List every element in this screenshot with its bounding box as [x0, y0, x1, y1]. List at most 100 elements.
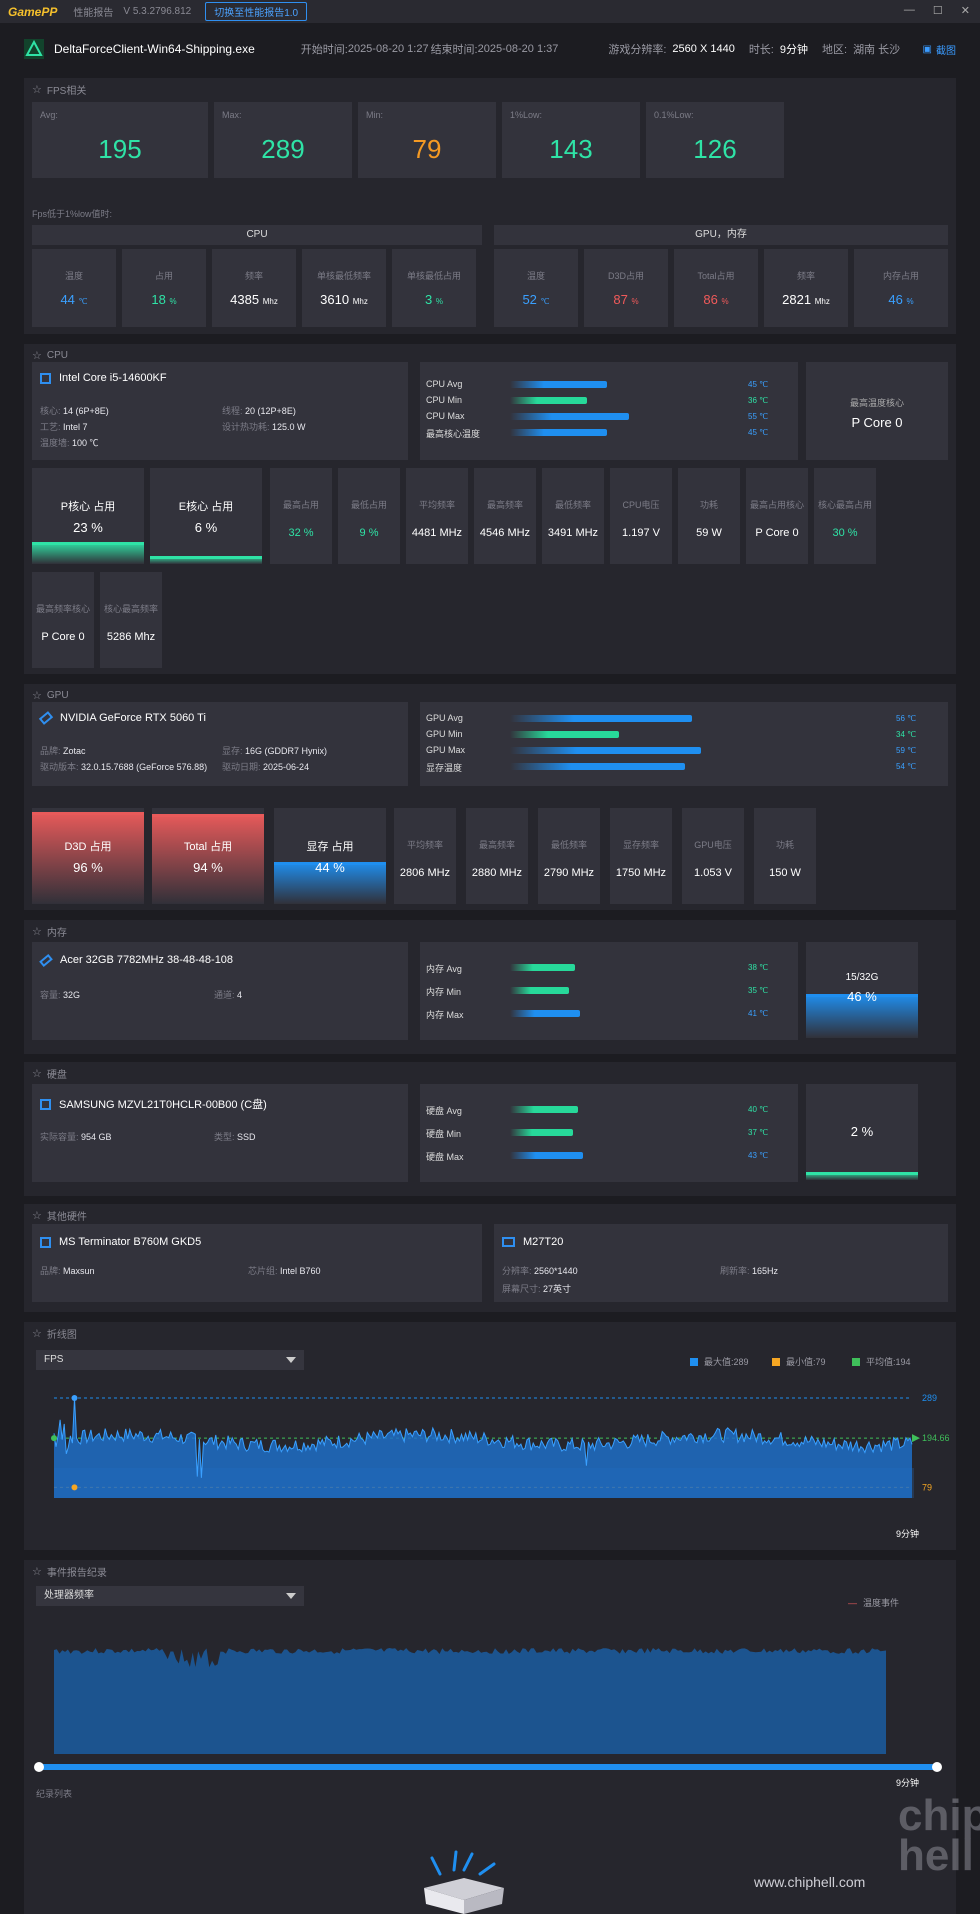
p-core-label: P核心 占用	[60, 501, 116, 513]
motherboard-icon	[40, 1236, 51, 1248]
low-stat-label: 温度	[526, 271, 545, 281]
low-stat-card: 频率 2821 Mhz	[764, 249, 848, 327]
star-icon[interactable]: ☆	[32, 1327, 42, 1340]
gpu-stat-card: 功耗 150 W	[754, 808, 816, 904]
p-core-usage-card: P核心 占用 23 %	[32, 468, 144, 564]
section-title: 内存	[46, 927, 67, 939]
cpu-stat-label: 最低频率	[554, 500, 591, 510]
event-metric-select[interactable]: 处理器频率	[36, 1586, 304, 1606]
temp-bar-label: 内存 Avg	[426, 964, 462, 974]
low-stat-card: D3D占用 87 %	[584, 249, 668, 327]
metric-select[interactable]: FPS	[36, 1350, 304, 1370]
fps-label: 1%Low:	[510, 110, 543, 120]
empty-box-icon	[424, 1850, 504, 1914]
timeline-range-slider[interactable]	[34, 1762, 942, 1772]
low-stat-unit: ℃	[540, 297, 550, 306]
temp-bar-fill	[510, 1106, 578, 1113]
vram-usage-card: 显存 占用 44 %	[274, 808, 386, 904]
low-stat-number: 86	[703, 292, 718, 307]
close-icon[interactable]: ✕	[960, 5, 970, 17]
temp-bar-fill	[510, 763, 685, 770]
temp-bar-value: 38 ℃	[748, 963, 769, 972]
window-title: 性能报告	[73, 8, 114, 19]
info-value: 14 (6P+8E)	[63, 406, 109, 416]
temp-bar-fill	[510, 1129, 573, 1136]
info-field: 驱动版本: 32.0.15.7688 (GeForce 576.88)	[40, 760, 207, 773]
info-value: SSD	[237, 1132, 256, 1142]
fps-value: 126	[693, 134, 737, 164]
memory-temp-bars: 内存 Avg 38 ℃ 内存 Min 35 ℃ 内存 Max 41 ℃	[420, 942, 798, 1040]
cpu-stat-card: 最低频率 3491 MHz	[542, 468, 604, 564]
legend-avg: 平均值:194	[852, 1355, 911, 1368]
temp-bar-label: 内存 Min	[426, 987, 462, 997]
event-area	[54, 1648, 886, 1754]
cpu-stat-label: 最高频率	[486, 500, 523, 510]
monitor-resolution: 分辨率: 2560*1440	[502, 1266, 578, 1276]
level-edge	[806, 994, 918, 997]
fps-value: 195	[98, 134, 142, 164]
temp-bar-label: CPU Min	[426, 395, 463, 405]
chevron-down-icon	[286, 1357, 296, 1363]
info-value: 32G	[63, 990, 81, 1000]
region: 湖南 长沙	[853, 44, 901, 56]
chiphell-logo: chip hell	[898, 1791, 980, 1880]
fps-section: ☆ FPS相关 Avg: 195 Max: 289 Min: 79 1%Low: 143 0.1%…	[24, 78, 956, 334]
temp-bar-value: 41 ℃	[748, 1009, 769, 1018]
e-core-usage-card: E核心 占用 6 %	[150, 468, 262, 564]
low-stat-unit: ℃	[78, 297, 88, 306]
screenshot-button[interactable]: ▣ 截图	[923, 42, 956, 57]
disk-usage-card: 2 %	[806, 1084, 918, 1180]
temp-bar-label: GPU Min	[426, 729, 463, 739]
low-note: Fps低于1%low值时:	[32, 209, 113, 219]
total-usage-card: Total 占用 94 %	[152, 808, 264, 904]
total-value: 94 %	[193, 860, 223, 875]
line-chart-section: ☆ 折线图 FPS 最大值:289 最小值:79 平均值:194 289 194.6…	[24, 1322, 956, 1550]
gpu-stat-label: 显存频率	[622, 840, 659, 850]
chart-end-label: 9分钟	[896, 1529, 920, 1539]
maximize-icon[interactable]: ☐	[932, 5, 943, 17]
info-field: 通道: 4	[214, 988, 242, 1001]
p-core-usage-fill	[32, 542, 144, 564]
section-title: 折线图	[46, 1329, 77, 1341]
temp-bar-value: 55 ℃	[748, 412, 769, 421]
fps-value: 143	[549, 134, 593, 164]
fps-line-chart[interactable]: 289 194.66 79	[24, 1322, 956, 1550]
gpu-stat-card: 最低频率 2790 MHz	[538, 808, 600, 904]
monitor-refresh: 刷新率: 165Hz	[720, 1266, 779, 1276]
low-stat-value: 3610 Mhz	[302, 292, 386, 307]
range-end-handle[interactable]	[932, 1762, 942, 1772]
cpu-name: Intel Core i5-14600KF	[59, 372, 167, 384]
ref-label-min: 79	[922, 1482, 932, 1492]
low-stat-card: 频率 4385 Mhz	[212, 249, 296, 327]
gpu-stat-card: GPU电压 1.053 V	[682, 808, 744, 904]
star-icon[interactable]: ☆	[32, 83, 42, 96]
info-key: 通道:	[214, 990, 235, 1000]
info-field: 驱动日期: 2025-06-24	[222, 760, 309, 773]
low-stat-card: 单核最低占用 3 %	[392, 249, 476, 327]
star-icon[interactable]: ☆	[32, 689, 42, 702]
cpu-stat-card: 核心最高频率 5286 Mhz	[100, 572, 162, 668]
low-stat-value: 46 %	[854, 292, 948, 307]
range-start-handle[interactable]	[34, 1762, 44, 1772]
cpu-stat-card: 最高占用 32 %	[270, 468, 332, 564]
info-value: 4	[237, 990, 243, 1000]
switch-report-button[interactable]: 切换至性能报告1.0	[205, 2, 308, 21]
low-stat-number: 46	[888, 292, 903, 307]
minimize-icon[interactable]: —	[903, 4, 915, 16]
low-stat-label: D3D占用	[607, 271, 644, 281]
info-field: 品牌: Zotac	[40, 744, 86, 757]
low-stat-value: 2821 Mhz	[764, 292, 848, 307]
star-icon[interactable]: ☆	[32, 349, 42, 362]
star-icon[interactable]: ☆	[32, 1209, 42, 1222]
temp-bar-fill	[510, 397, 587, 404]
star-icon[interactable]: ☆	[32, 1565, 42, 1578]
cpu-stat-label: 功耗	[699, 500, 718, 510]
info-value: 20 (12P+8E)	[245, 406, 296, 416]
level-edge	[274, 862, 386, 865]
cpu-stat-card: 功耗 59 W	[678, 468, 740, 564]
info-value: 32.0.15.7688 (GeForce 576.88)	[81, 762, 208, 772]
star-icon[interactable]: ☆	[32, 925, 42, 938]
fps-line	[53, 1397, 913, 1478]
disk-icon	[40, 1098, 51, 1110]
star-icon[interactable]: ☆	[32, 1067, 42, 1080]
